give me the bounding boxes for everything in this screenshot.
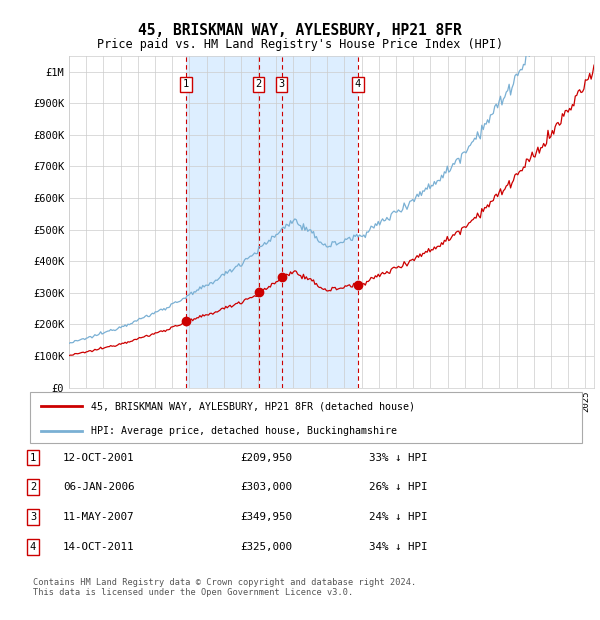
Text: HPI: Average price, detached house, Buckinghamshire: HPI: Average price, detached house, Buck… xyxy=(91,426,397,436)
Text: 2: 2 xyxy=(30,482,36,492)
Text: £209,950: £209,950 xyxy=(240,453,292,463)
Text: 26% ↓ HPI: 26% ↓ HPI xyxy=(369,482,427,492)
Text: £349,950: £349,950 xyxy=(240,512,292,522)
Bar xyxy=(282,56,358,388)
Text: 45, BRISKMAN WAY, AYLESBURY, HP21 8FR: 45, BRISKMAN WAY, AYLESBURY, HP21 8FR xyxy=(138,23,462,38)
Text: 34% ↓ HPI: 34% ↓ HPI xyxy=(369,542,427,552)
Text: Contains HM Land Registry data © Crown copyright and database right 2024.
This d: Contains HM Land Registry data © Crown c… xyxy=(33,578,416,597)
Text: 4: 4 xyxy=(30,542,36,552)
FancyBboxPatch shape xyxy=(30,392,582,443)
Text: 3: 3 xyxy=(278,79,285,89)
Text: 1: 1 xyxy=(30,453,36,463)
Text: Price paid vs. HM Land Registry's House Price Index (HPI): Price paid vs. HM Land Registry's House … xyxy=(97,38,503,50)
Text: 24% ↓ HPI: 24% ↓ HPI xyxy=(369,512,427,522)
Text: 45, BRISKMAN WAY, AYLESBURY, HP21 8FR (detached house): 45, BRISKMAN WAY, AYLESBURY, HP21 8FR (d… xyxy=(91,401,415,411)
Text: 4: 4 xyxy=(355,79,361,89)
Text: 11-MAY-2007: 11-MAY-2007 xyxy=(63,512,134,522)
Text: 2: 2 xyxy=(256,79,262,89)
Text: 1: 1 xyxy=(183,79,189,89)
Bar xyxy=(186,56,259,388)
Text: £325,000: £325,000 xyxy=(240,542,292,552)
Text: 06-JAN-2006: 06-JAN-2006 xyxy=(63,482,134,492)
Text: 3: 3 xyxy=(30,512,36,522)
Text: 33% ↓ HPI: 33% ↓ HPI xyxy=(369,453,427,463)
Text: £303,000: £303,000 xyxy=(240,482,292,492)
Text: 12-OCT-2001: 12-OCT-2001 xyxy=(63,453,134,463)
Bar xyxy=(259,56,282,388)
Text: 14-OCT-2011: 14-OCT-2011 xyxy=(63,542,134,552)
